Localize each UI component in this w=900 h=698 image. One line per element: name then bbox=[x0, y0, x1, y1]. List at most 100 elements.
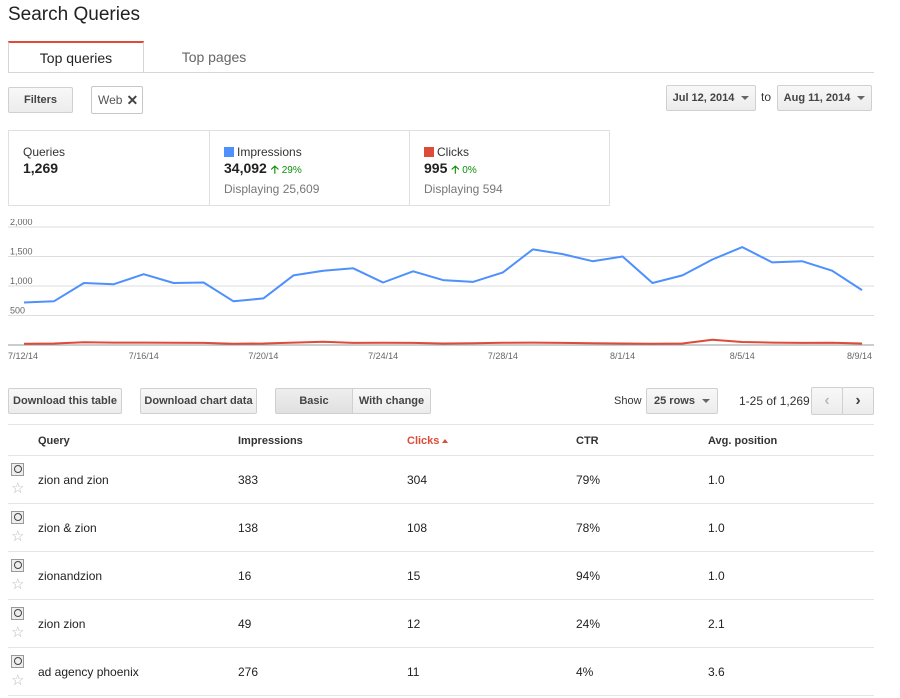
star-icon[interactable]: ☆ bbox=[11, 624, 25, 641]
avg-position-cell: 2.1 bbox=[708, 617, 725, 631]
next-page-button[interactable]: › bbox=[842, 387, 874, 415]
stat-queries-label: Queries bbox=[23, 145, 66, 159]
stat-clicks-label: Clicks bbox=[437, 145, 469, 159]
avg-position-cell: 3.6 bbox=[708, 665, 725, 679]
x-tick-label: 7/16/14 bbox=[129, 351, 159, 361]
avg-position-cell: 1.0 bbox=[708, 473, 725, 487]
stat-impressions-sub: Displaying 25,609 bbox=[224, 182, 320, 196]
impressions-cell: 138 bbox=[238, 521, 259, 535]
table-row: ☆ ad agency phoenix 276 11 4% 3.6 bbox=[8, 648, 874, 696]
download-table-button[interactable]: Download this table bbox=[8, 388, 122, 414]
header-clicks-label: Clicks bbox=[407, 435, 440, 447]
avg-position-cell: 1.0 bbox=[708, 569, 725, 583]
ctr-cell: 79% bbox=[576, 473, 601, 487]
y-tick-label: 500 bbox=[10, 306, 25, 316]
prev-page-button[interactable]: ‹ bbox=[811, 387, 843, 415]
stat-clicks-sub: Displaying 594 bbox=[424, 182, 503, 196]
chevron-down-icon bbox=[857, 96, 866, 100]
tab-top-pages[interactable]: Top pages bbox=[181, 49, 247, 65]
end-date-label: Aug 11, 2014 bbox=[783, 92, 851, 104]
stat-queries-value: 1,269 bbox=[23, 160, 59, 176]
avg-position-cell: 1.0 bbox=[708, 521, 725, 535]
filters-button[interactable]: Filters bbox=[8, 87, 73, 113]
header-impressions[interactable]: Impressions bbox=[238, 435, 303, 447]
query-cell[interactable]: zion & zion bbox=[38, 521, 97, 535]
search-query-icon[interactable] bbox=[11, 463, 24, 476]
pager-range: 1-25 of 1,269 bbox=[739, 394, 810, 408]
star-icon[interactable]: ☆ bbox=[11, 576, 25, 593]
tab-top-queries[interactable]: Top queries bbox=[8, 41, 144, 73]
clicks-cell: 11 bbox=[407, 665, 420, 679]
search-query-icon[interactable] bbox=[11, 511, 24, 524]
header-clicks[interactable]: Clicks bbox=[407, 435, 449, 447]
clicks-cell: 15 bbox=[407, 569, 421, 583]
search-query-icon[interactable] bbox=[11, 559, 24, 572]
start-date-dropdown[interactable]: Jul 12, 2014 bbox=[666, 85, 756, 111]
download-chart-button[interactable]: Download chart data bbox=[140, 388, 257, 414]
end-date-dropdown[interactable]: Aug 11, 2014 bbox=[777, 85, 872, 111]
line-chart: 2,000 1,500 1,000 500 7/12/14 7/16/14 7/20/14 7… bbox=[8, 219, 874, 361]
stat-clicks[interactable]: Clicks 995 🡡 0% Displaying 594 bbox=[409, 131, 609, 205]
chevron-down-icon bbox=[701, 399, 710, 403]
ctr-cell: 4% bbox=[576, 665, 594, 679]
close-icon[interactable]: ✕ bbox=[126, 91, 139, 108]
start-date-label: Jul 12, 2014 bbox=[672, 92, 735, 104]
clicks-cell: 12 bbox=[407, 617, 421, 631]
series-line-clicks bbox=[23, 338, 863, 345]
y-tick-label: 1,500 bbox=[10, 247, 33, 257]
x-tick-label: 7/12/14 bbox=[8, 351, 38, 361]
series-line-impressions bbox=[23, 246, 863, 304]
filter-chip-label: Web bbox=[98, 93, 123, 107]
search-query-icon[interactable] bbox=[11, 607, 24, 620]
clicks-swatch bbox=[424, 147, 434, 157]
stat-impressions-delta: 29% bbox=[281, 165, 302, 176]
table-row: ☆ zion & zion 138 108 78% 1.0 bbox=[8, 504, 874, 552]
query-cell[interactable]: zionandzion bbox=[38, 569, 103, 583]
date-to-label: to bbox=[761, 90, 772, 104]
filter-chip-web: Web ✕ bbox=[91, 86, 143, 114]
star-icon[interactable]: ☆ bbox=[11, 672, 25, 689]
stat-clicks-value: 995 bbox=[424, 160, 448, 176]
star-icon[interactable]: ☆ bbox=[11, 528, 25, 545]
impressions-cell: 49 bbox=[238, 617, 252, 631]
x-tick-label: 7/24/14 bbox=[368, 351, 398, 361]
with-change-toggle[interactable]: With change bbox=[352, 388, 431, 414]
page-title: Search Queries bbox=[8, 4, 141, 25]
stat-impressions-value: 34,092 bbox=[224, 160, 267, 176]
x-tick-label: 8/1/14 bbox=[610, 351, 635, 361]
query-cell[interactable]: zion and zion bbox=[38, 473, 109, 487]
ctr-cell: 94% bbox=[576, 569, 601, 583]
arrow-up-icon: 🡡 bbox=[270, 164, 279, 176]
x-tick-label: 7/20/14 bbox=[248, 351, 278, 361]
query-cell[interactable]: ad agency phoenix bbox=[38, 665, 139, 679]
basic-toggle[interactable]: Basic bbox=[275, 388, 353, 414]
stat-clicks-delta: 0% bbox=[462, 165, 477, 176]
x-tick-label: 8/9/14 bbox=[847, 351, 872, 361]
table-row: ☆ zion and zion 383 304 79% 1.0 bbox=[8, 456, 874, 504]
y-tick-label: 1,000 bbox=[10, 276, 33, 286]
table-row: ☆ zionandzion 16 15 94% 1.0 bbox=[8, 552, 874, 600]
ctr-cell: 78% bbox=[576, 521, 601, 535]
clicks-cell: 304 bbox=[407, 473, 428, 487]
search-query-icon[interactable] bbox=[11, 655, 24, 668]
impressions-cell: 383 bbox=[238, 473, 259, 487]
impressions-swatch bbox=[224, 147, 234, 157]
stats-summary: Queries 1,269 Impressions 34,092 🡡 29% Dis… bbox=[8, 130, 610, 206]
stat-impressions[interactable]: Impressions 34,092 🡡 29% Displaying 25,609 bbox=[209, 131, 409, 205]
header-avg-position[interactable]: Avg. position bbox=[708, 435, 778, 447]
rows-per-page-select[interactable]: 25 rows bbox=[646, 388, 718, 414]
arrow-up-icon: 🡡 bbox=[451, 164, 460, 176]
sort-ascending-icon bbox=[442, 439, 449, 444]
header-ctr[interactable]: CTR bbox=[576, 435, 599, 447]
stat-impressions-label: Impressions bbox=[237, 145, 302, 159]
clicks-cell: 108 bbox=[407, 521, 428, 535]
show-label: Show bbox=[614, 395, 642, 407]
stat-queries: Queries 1,269 bbox=[9, 131, 209, 205]
star-icon[interactable]: ☆ bbox=[11, 480, 25, 497]
table-header: Query Impressions Clicks CTR Avg. positi… bbox=[8, 424, 874, 456]
header-query[interactable]: Query bbox=[38, 435, 70, 447]
table-row: ☆ zion zion 49 12 24% 2.1 bbox=[8, 600, 874, 648]
query-cell[interactable]: zion zion bbox=[38, 617, 86, 631]
rows-select-label: 25 rows bbox=[654, 395, 695, 407]
chevron-down-icon bbox=[741, 96, 750, 100]
